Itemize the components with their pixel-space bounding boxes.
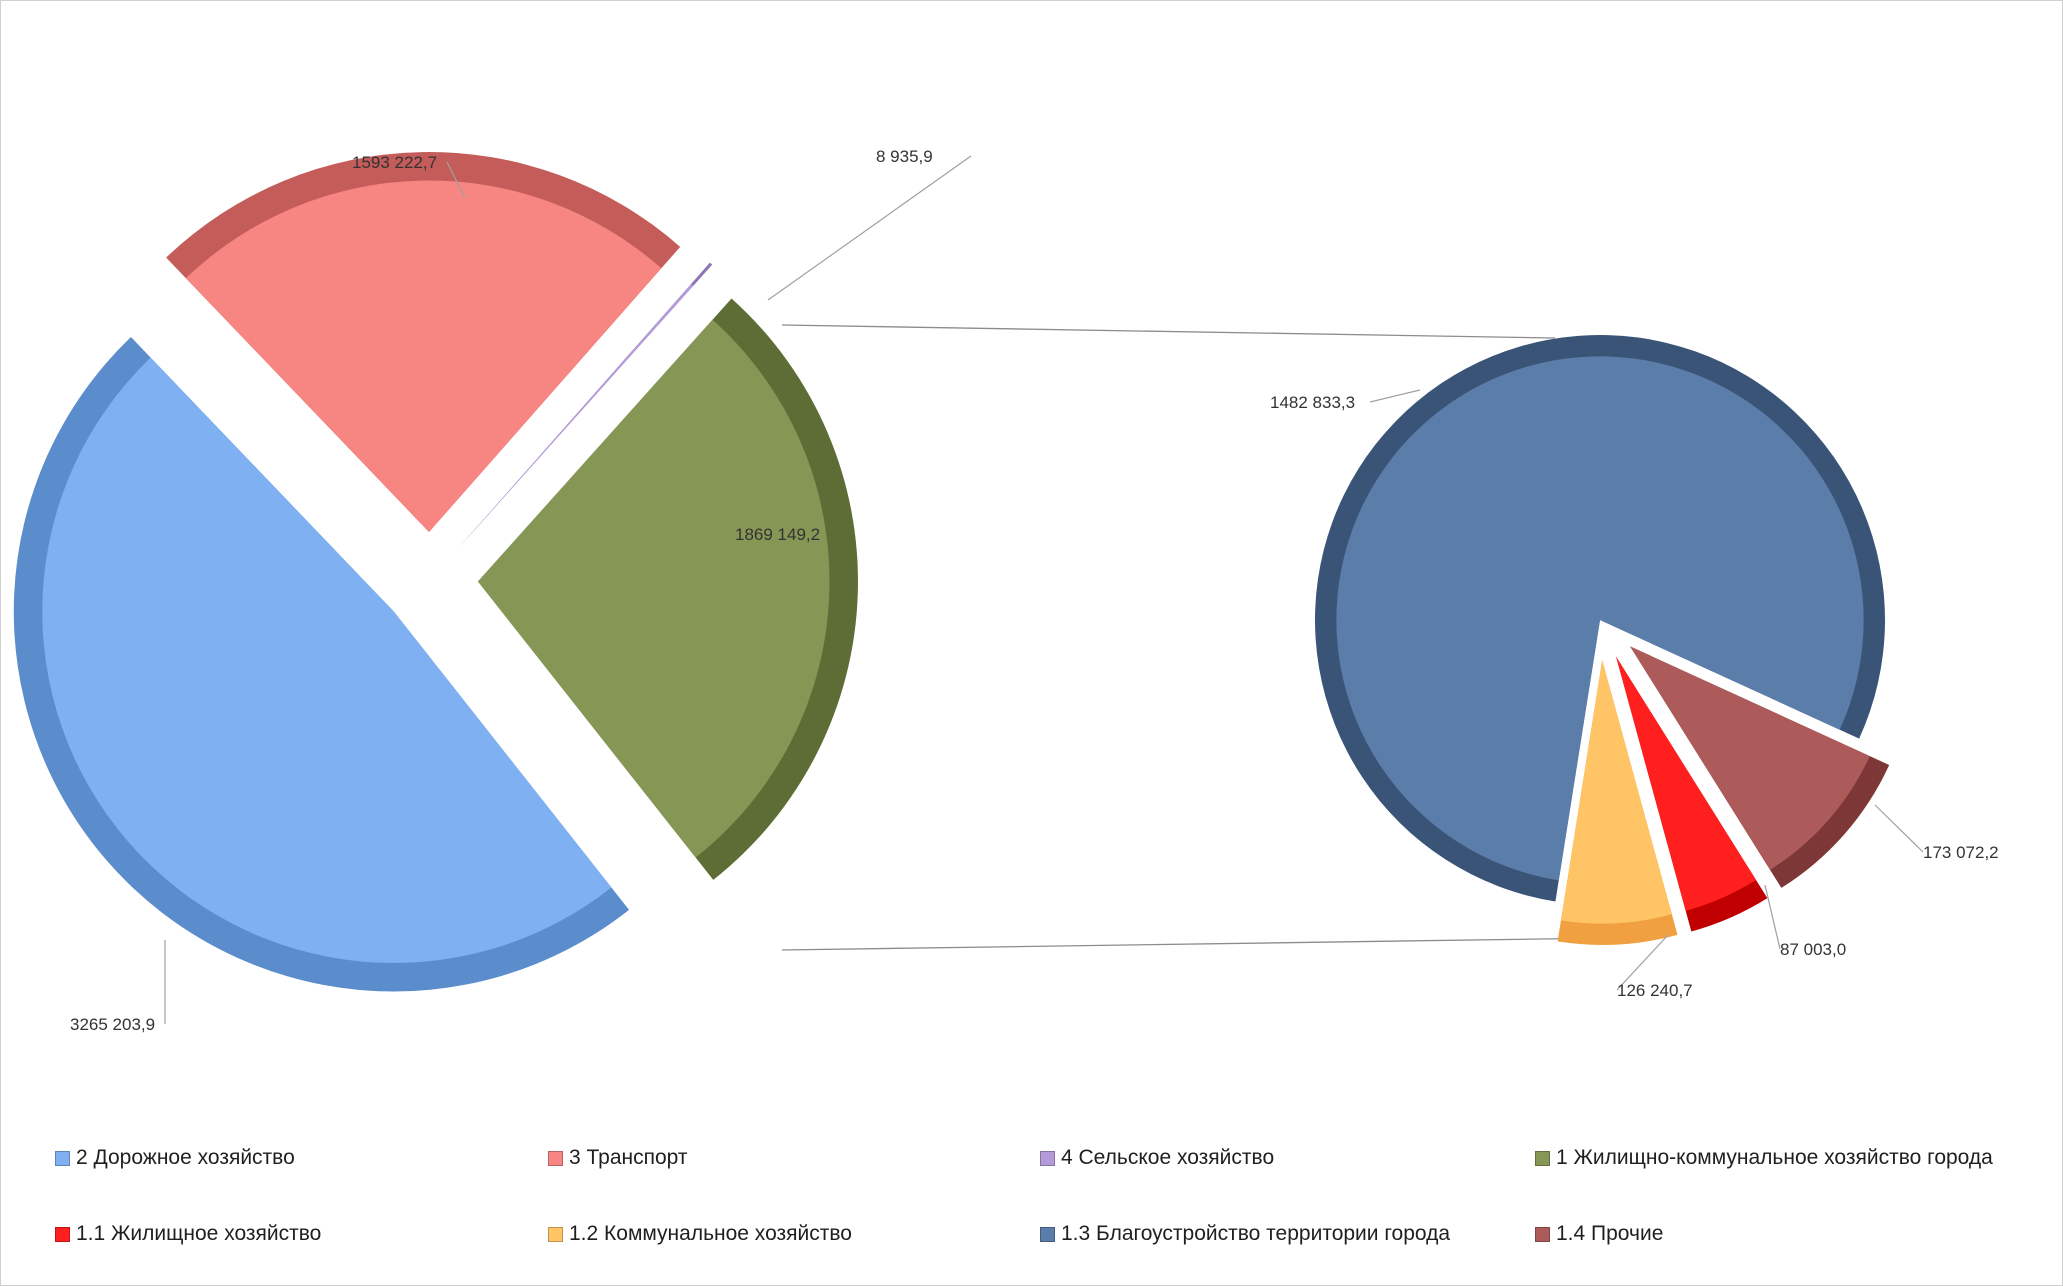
legend-label: 3 Транспорт (569, 1146, 688, 1169)
legend-label: 1.3 Благоустройство территории города (1061, 1222, 1451, 1245)
legend-item-7: 1.3 Благоустройство территории города (1040, 1222, 1450, 1246)
connector-line-top (781, 324, 1556, 339)
leader-line-main-2 (446, 161, 466, 199)
legend-key (1040, 1226, 1055, 1242)
main-slice-4-face (477, 319, 830, 858)
legend-key (55, 1150, 70, 1166)
main-slice-1-face (42, 357, 612, 963)
legend-key (1535, 1150, 1550, 1166)
main-pie (13, 152, 858, 992)
leader-line-detail-3 (1764, 884, 1781, 950)
detail-slice-1 (1315, 334, 1885, 902)
legend-key (548, 1150, 563, 1166)
connector-lines (781, 324, 1611, 951)
legend-label: 2 Дорожное хозяйство (76, 1146, 295, 1169)
data-label-main-1: 3265 203,9 (70, 1015, 155, 1034)
legend-label: 1 Жилищно-коммунальное хозяйство города (1556, 1146, 1993, 1169)
data-label-detail-4: 126 240,7 (1617, 981, 1693, 1000)
legend-item-6: 1.2 Коммунальное хозяйство (548, 1222, 852, 1246)
detail-slice-4-face (1560, 659, 1672, 924)
main-slice-2-face (185, 180, 662, 533)
detail-slice-4 (1557, 659, 1678, 945)
legend-key (548, 1226, 563, 1242)
legend-label: 1.2 Коммунальное хозяйство (569, 1222, 852, 1245)
data-label-main-3: 8 935,9 (876, 147, 933, 166)
legend-key (55, 1226, 70, 1242)
leader-line-detail-2 (1874, 804, 1924, 853)
leader-line-detail-4 (1616, 934, 1669, 991)
main-slice-1 (13, 337, 630, 992)
data-label-main-2: 1593 222,7 (352, 153, 437, 172)
legend-item-5: 1.1 Жилищное хозяйство (55, 1222, 321, 1246)
data-label-detail-1: 1482 833,3 (1270, 393, 1355, 412)
main-slice-2 (166, 152, 681, 533)
main-slice-3 (458, 262, 713, 548)
legend-label: 1.4 Прочие (1556, 1222, 1664, 1245)
legend-label: 1.1 Жилищное хозяйство (76, 1222, 322, 1245)
connector-line-bottom (781, 937, 1611, 951)
main-slice-4 (477, 298, 858, 880)
legend-key (1535, 1226, 1550, 1242)
detail-slice-2 (1630, 646, 1890, 888)
legend-key (1040, 1150, 1055, 1166)
data-labels: 3265 203,9 1593 222,7 8 935,9 1869 149,2 148… (70, 147, 1999, 1034)
data-label-detail-3: 87 003,0 (1780, 940, 1846, 959)
legend-item-3: 4 Сельское хозяйство (1040, 1146, 1274, 1170)
detail-slice-3 (1616, 656, 1768, 932)
detail-slice-3-face (1616, 656, 1757, 911)
leader-line-detail-1 (1369, 389, 1421, 403)
detail-slice-1-face (1336, 356, 1864, 881)
legend-item-2: 3 Транспорт (548, 1146, 688, 1170)
legend-label: 4 Сельское хозяйство (1061, 1146, 1275, 1169)
detail-slice-2-face (1630, 646, 1870, 870)
legend-item-8: 1.4 Прочие (1535, 1222, 1663, 1246)
data-label-main-4: 1869 149,2 (735, 525, 820, 544)
leader-line-main-3 (767, 155, 972, 301)
data-label-detail-2: 173 072,2 (1923, 843, 1999, 862)
legend-item-1: 2 Дорожное хозяйство (55, 1146, 295, 1170)
legend-item-4: 1 Жилищно-коммунальное хозяйство города (1535, 1146, 1993, 1170)
detail-pie (1315, 334, 1890, 945)
main-slice-3-face (458, 283, 694, 548)
